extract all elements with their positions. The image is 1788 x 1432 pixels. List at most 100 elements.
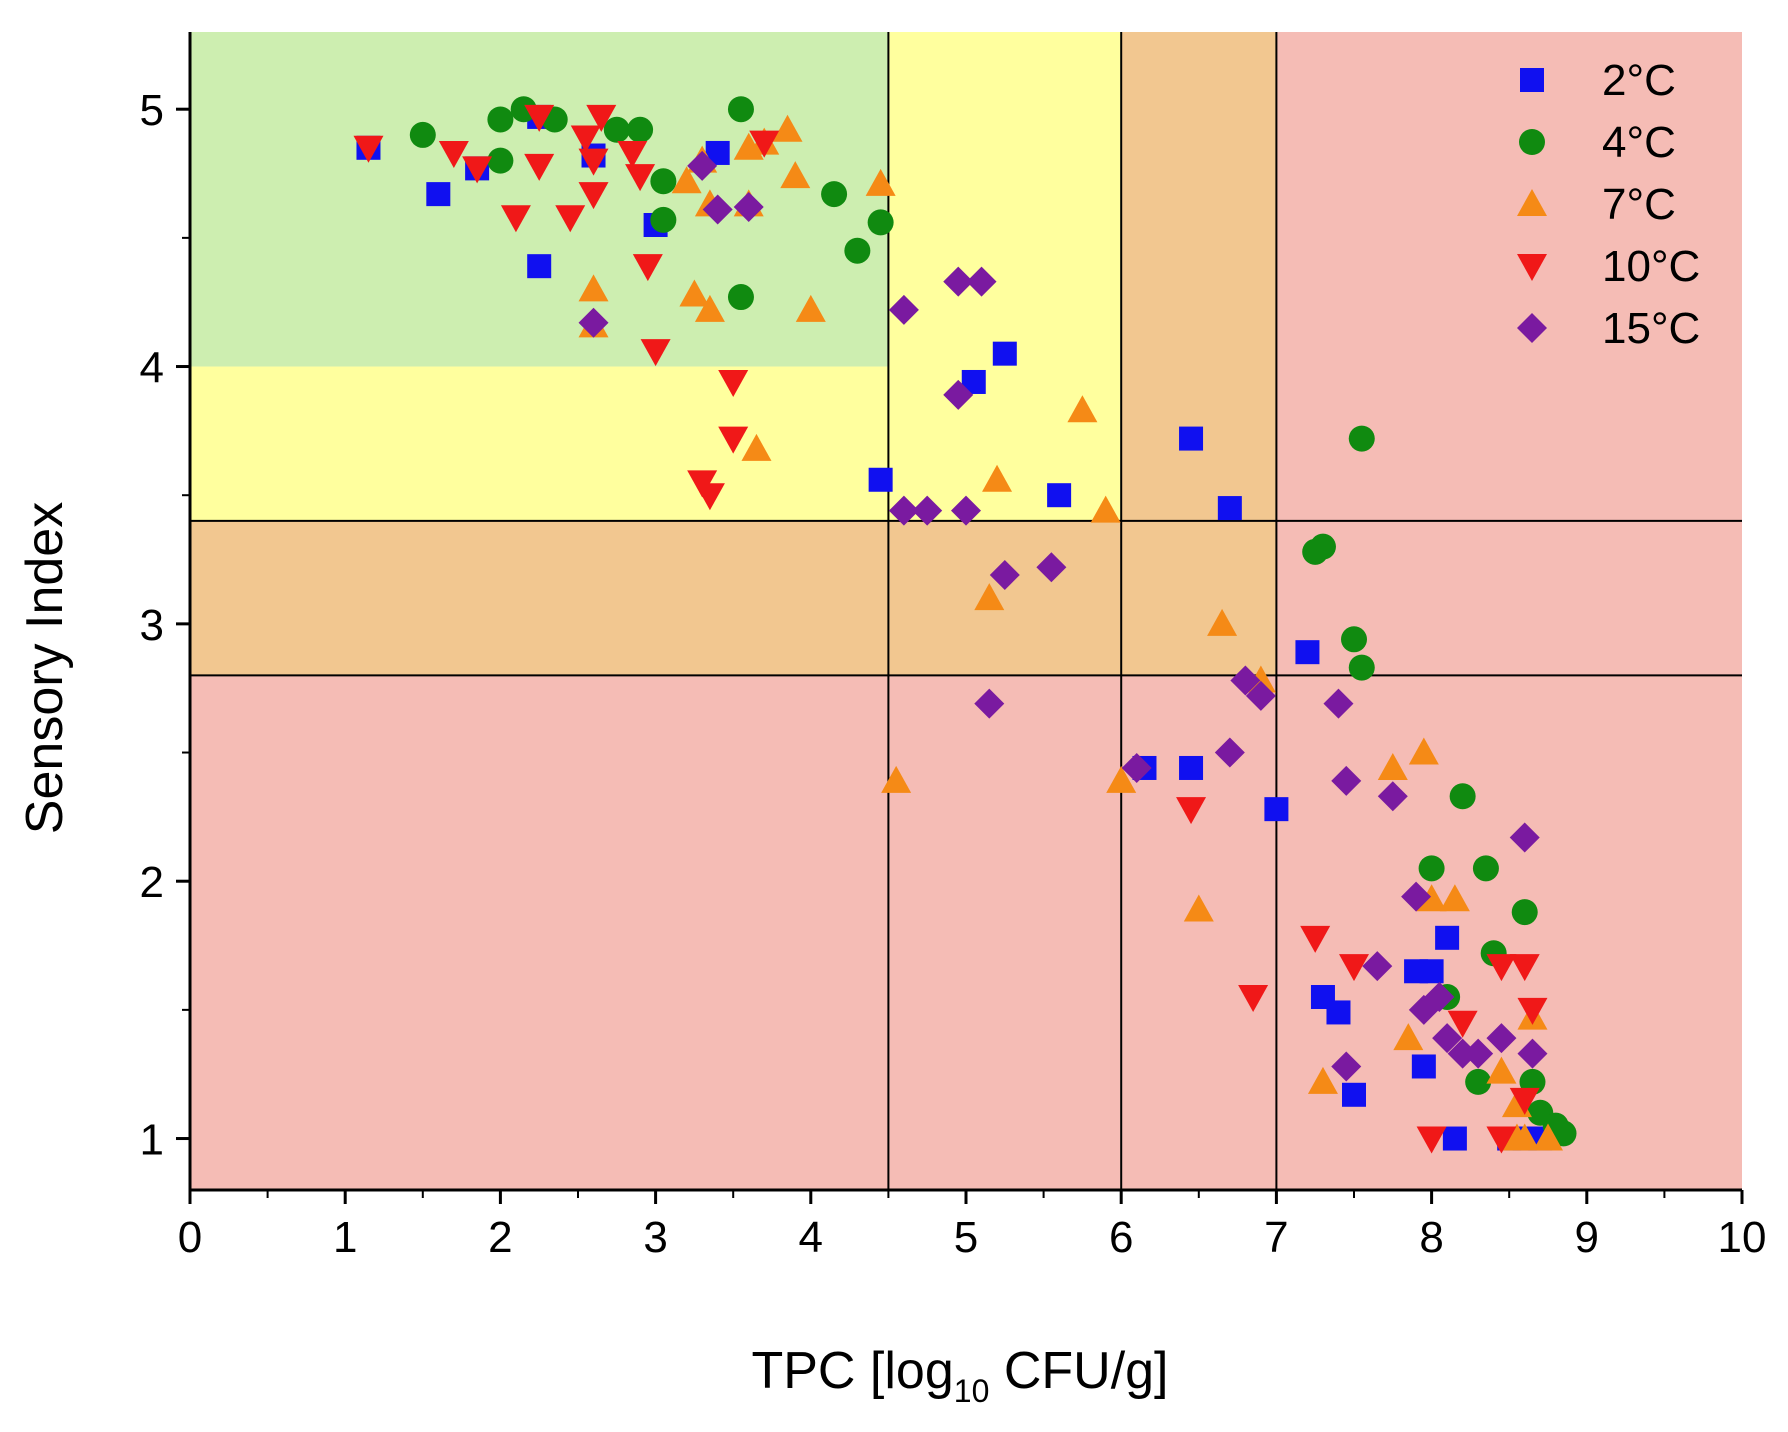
point-s2-16 [1067,395,1098,423]
point-s2-6 [772,114,803,142]
point-s1-5 [603,116,630,143]
point-s3-16 [718,369,749,397]
point-s2-12 [694,294,725,322]
point-s4-11 [989,559,1020,590]
x-axis-title-tail: CFU/g] [989,1342,1168,1400]
point-s0-19 [1326,1000,1351,1025]
point-s3-17 [718,426,749,454]
point-s3-9 [586,104,617,132]
legend-marker-1 [1519,129,1545,155]
x-tick-label-2: 2 [488,1213,512,1262]
x-tick-label-6: 6 [1109,1213,1133,1262]
point-s2-35 [1509,1123,1540,1151]
point-s3-26 [1486,954,1517,982]
point-s3-3 [500,205,531,233]
point-s3-20 [1176,797,1207,825]
x-tick-label-1: 1 [333,1213,357,1262]
point-s2-29 [1307,1066,1338,1094]
point-s1-16 [1341,626,1367,653]
point-s1-17 [1348,654,1375,681]
point-s2-19 [1207,608,1238,636]
y-tick-label-3: 4 [140,344,164,393]
yellow-zone-upper [888,32,1122,521]
point-s1-10 [727,284,754,311]
legend-label-0: 2°C [1602,56,1676,105]
point-s1-15 [1309,533,1336,560]
point-s4-28 [1486,1023,1517,1054]
point-s0-17 [1295,640,1320,665]
point-s2-27 [1439,884,1470,912]
point-s3-29 [1486,1126,1517,1154]
x-axis-title-main: TPC [log [751,1342,953,1400]
point-s0-16 [1264,797,1289,822]
point-s4-13 [974,688,1005,719]
point-s4-31 [1331,1051,1362,1082]
point-s1-12 [844,237,871,264]
point-s0-1 [426,182,451,207]
point-s2-30 [1486,1056,1517,1084]
point-s0-22 [1435,925,1460,950]
point-s3-30 [1509,1087,1540,1115]
point-s3-27 [1509,954,1540,982]
point-s3-24 [1416,1126,1447,1154]
series-4 [578,150,1548,1082]
point-s2-17 [1090,495,1121,523]
point-s2-13 [795,294,826,322]
point-s2-26 [1416,884,1447,912]
point-s2-8 [865,168,896,196]
legend-marker-0 [1520,68,1544,92]
point-s0-4 [527,254,552,279]
point-s1-3 [510,96,537,123]
point-s4-15 [1214,737,1245,768]
point-s0-13 [1217,496,1242,521]
series-1 [409,96,1577,1147]
orange-zone-left [190,520,1122,676]
point-s3-11 [617,140,648,168]
point-s1-25 [1511,899,1538,926]
y-tick-label-1: 2 [140,858,164,907]
point-s1-6 [627,116,654,143]
green-zone [190,32,889,367]
point-s2-25 [1408,737,1439,765]
point-s2-24 [1377,752,1408,780]
point-s3-0 [353,135,384,163]
point-s4-1 [687,150,718,181]
point-s4-2 [702,194,733,225]
yellow-zone-left [190,366,889,521]
x-axis-title-subscript: 10 [954,1373,990,1409]
point-s1-1 [487,147,514,174]
point-s3-12 [625,164,656,192]
point-s1-21 [1472,855,1499,882]
point-s1-11 [821,181,848,208]
point-s4-29 [1509,822,1540,853]
point-s3-6 [555,205,586,233]
point-s4-19 [1331,765,1362,796]
point-s4-9 [912,495,943,526]
quality-zones [190,32,1742,1190]
point-s2-34 [1533,1123,1563,1151]
legend-label-2: 7°C [1602,180,1676,229]
point-s0-8 [868,467,893,492]
point-s3-1 [438,140,469,168]
point-s2-18 [974,583,1005,611]
point-s4-26 [1447,1038,1478,1069]
point-s3-14 [632,254,663,282]
point-s1-2 [487,106,514,133]
point-s3-7 [570,125,601,153]
point-s2-23 [1183,894,1214,922]
point-s3-21 [1238,985,1269,1012]
x-tick-label-0: 0 [178,1213,202,1262]
point-s4-8 [888,495,919,526]
x-tick-label-8: 8 [1419,1213,1443,1262]
point-s3-10 [578,182,609,210]
x-axis-title: TPC [log10 CFU/g] [751,1342,1168,1409]
point-s1-7 [650,168,677,195]
point-s4-14 [1121,752,1152,783]
point-s4-12 [1036,552,1067,583]
point-s0-25 [1442,1126,1467,1151]
point-s4-0 [578,307,609,338]
point-s0-15 [1179,755,1204,780]
point-s3-13 [749,130,780,158]
